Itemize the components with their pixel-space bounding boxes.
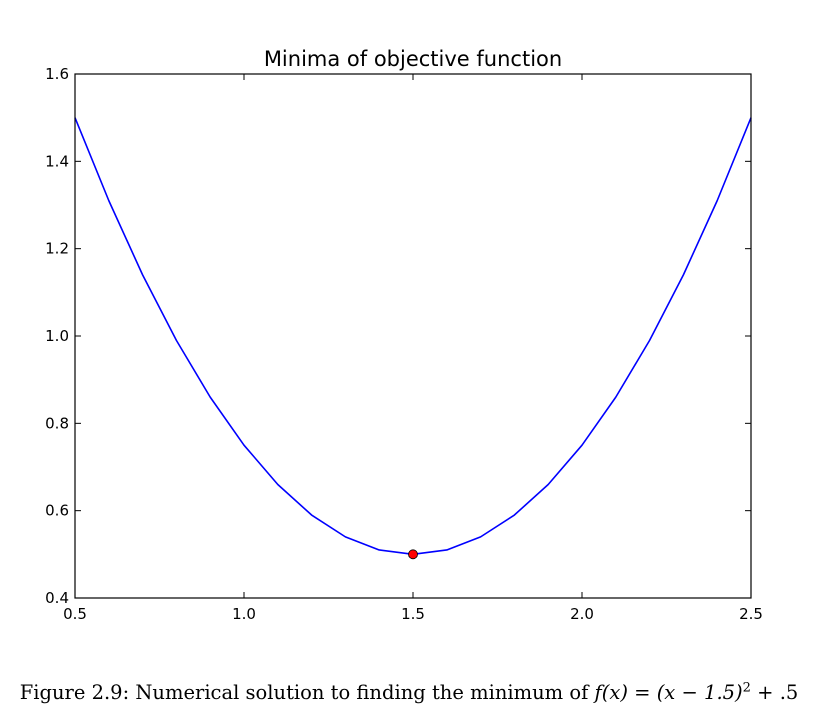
caption-exponent: 2 <box>742 680 751 696</box>
x-tick-label: 2.0 <box>570 605 594 623</box>
minimum-point <box>408 549 418 560</box>
x-tick-label: 2.5 <box>739 605 763 623</box>
plot-frame <box>74 73 752 599</box>
objective-function-chart: 0.5 1.0 1.5 2.0 2.5 0.4 0.6 0.8 1.0 1.2 1.4 1.6 Mini… <box>45 47 763 623</box>
figure-caption: Figure 2.9: Numerical solution to findin… <box>0 681 818 704</box>
series-line-0 <box>74 117 752 556</box>
caption-base: (x − 1.5) <box>656 681 743 704</box>
y-tick-label: 1.4 <box>45 152 69 170</box>
y-tick-label: 0.4 <box>45 589 69 607</box>
x-tick-label: 0.5 <box>63 605 87 623</box>
chart-title: Minima of objective function <box>264 47 562 71</box>
x-tick-label: 1.5 <box>401 605 425 623</box>
y-tick-label: 1.2 <box>45 240 69 258</box>
y-tick-label: 0.6 <box>45 502 69 520</box>
y-tick-label: 1.6 <box>45 65 69 83</box>
caption-tail: + .5 <box>750 681 799 704</box>
caption-fx: f(x) <box>594 681 628 704</box>
caption-eq: = <box>627 681 657 704</box>
x-tick-label: 1.0 <box>232 605 256 623</box>
y-tick-label: 1.0 <box>45 327 69 345</box>
caption-lead: Figure 2.9: Numerical solution to findin… <box>19 681 595 704</box>
y-tick-label: 0.8 <box>45 414 69 432</box>
